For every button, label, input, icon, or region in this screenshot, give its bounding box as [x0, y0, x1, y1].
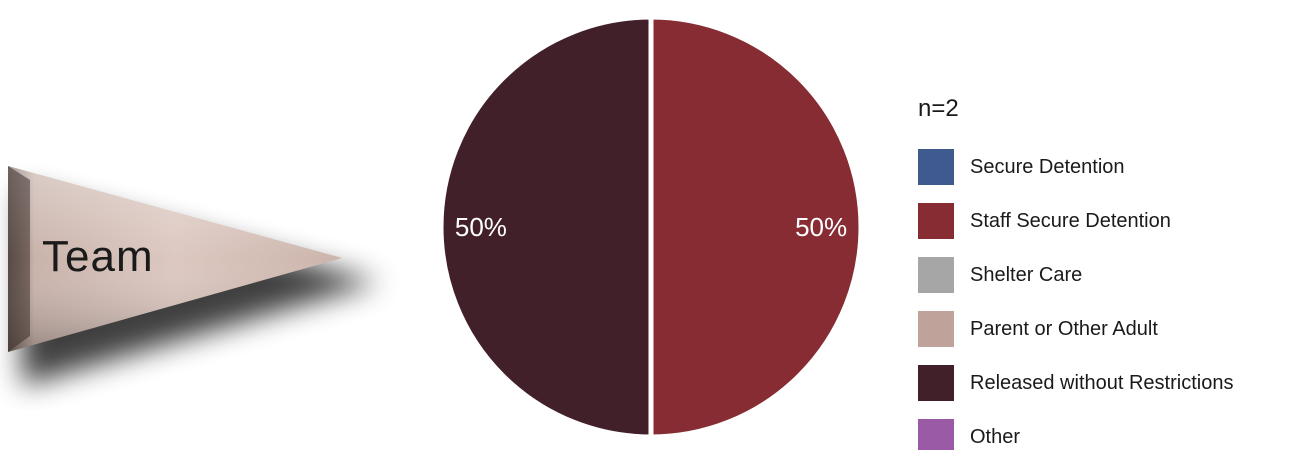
legend: n=2 Secure Detention Staff Secure Detenti… [918, 92, 1298, 450]
legend-title: n=2 [918, 95, 959, 122]
legend-item: Staff Secure Detention [918, 194, 1298, 248]
legend-item: Shelter Care [918, 248, 1298, 302]
pie-slice-staff-secure-detention [648, 14, 864, 440]
legend-item: Released without Restrictions [918, 356, 1298, 410]
legend-items: Secure Detention Staff Secure Detention Sh… [918, 140, 1298, 450]
pie-data-labels: 50% 50% [455, 212, 847, 242]
legend-item: Parent or Other Adult [918, 302, 1298, 356]
legend-label: Shelter Care [970, 263, 1083, 286]
legend-swatch [918, 365, 954, 401]
legend-item: Secure Detention [918, 140, 1298, 194]
legend-swatch [918, 419, 954, 450]
legend-swatch [918, 149, 954, 185]
legend-swatch [918, 311, 954, 347]
legend-label: Other [970, 425, 1021, 448]
legend-label: Staff Secure Detention [970, 209, 1171, 232]
pie-slices [438, 14, 864, 440]
pie-slice-released-without-restrictions [438, 14, 654, 440]
legend-label: Released without Restrictions [970, 371, 1234, 394]
pennant-label: Team [42, 232, 154, 281]
data-label-staff-secure-detention: 50% [795, 212, 847, 242]
team-pennant [8, 166, 380, 386]
legend-label: Secure Detention [970, 155, 1125, 178]
legend-item: Other [918, 410, 1298, 450]
pie-chart: 50% 50% [438, 14, 864, 440]
legend-swatch [918, 257, 954, 293]
legend-swatch [918, 203, 954, 239]
data-label-released-without-restrictions: 50% [455, 212, 507, 242]
legend-label: Parent or Other Adult [970, 317, 1158, 340]
